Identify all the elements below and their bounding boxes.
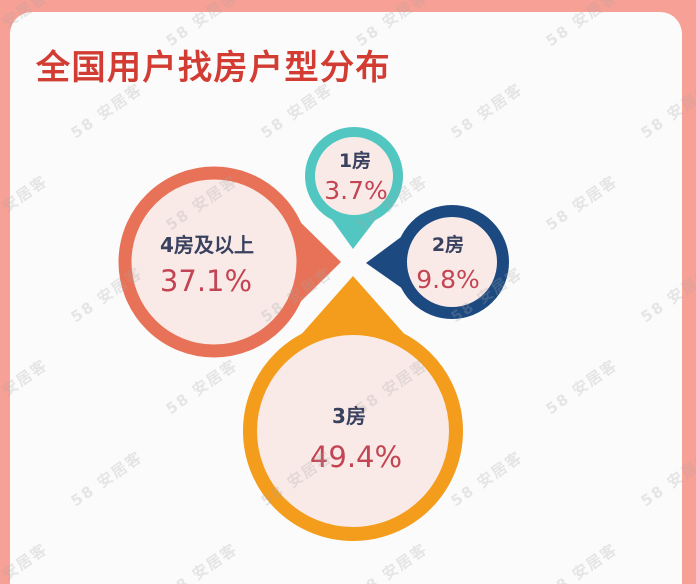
segment-label: 1房 [339,149,371,172]
segment-ring [243,321,463,541]
segment-ring [395,205,509,319]
segment-value: 37.1% [160,264,252,298]
segment-value: 3.7% [324,176,388,205]
segment-value: 9.8% [416,265,480,294]
segment-label: 4房及以上 [160,233,254,257]
pie-segment-2rooms: 2房 9.8% [366,205,509,319]
segment-label: 3房 [332,404,366,428]
segment-value: 49.4% [310,440,402,474]
segment-label: 2房 [432,233,464,256]
segment-ring [305,127,403,225]
pie-segment-3rooms: 3房 49.4% [243,276,463,541]
chart-title: 全国用户找房户型分布 [36,48,391,88]
pie-segment-1room: 1房 3.7% [305,127,403,249]
pie-segment-4rooms-plus: 4房及以上 37.1% [118,166,341,358]
segment-ring [118,166,310,358]
